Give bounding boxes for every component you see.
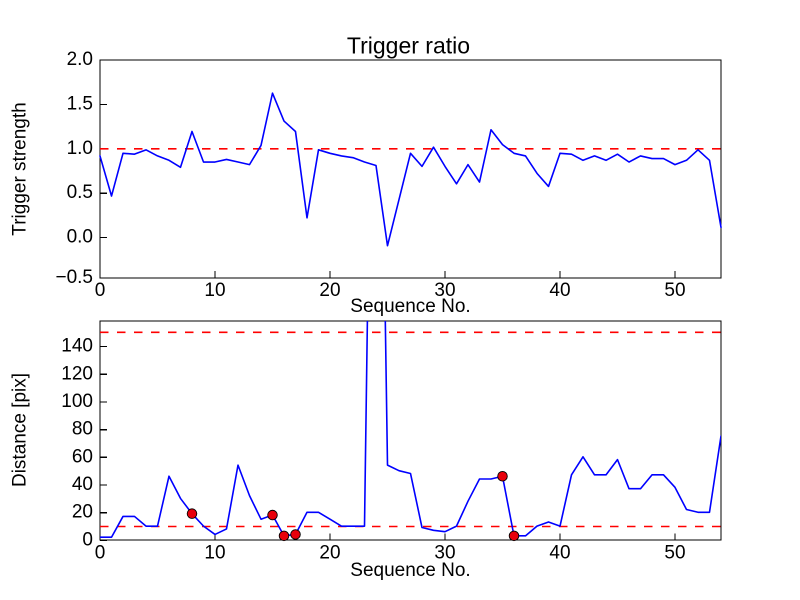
svg-text:40: 40 <box>549 280 570 301</box>
svg-text:120: 120 <box>61 363 93 384</box>
svg-text:50: 50 <box>664 280 685 301</box>
svg-text:100: 100 <box>61 391 93 412</box>
svg-text:2.0: 2.0 <box>67 49 93 70</box>
svg-text:Sequence No.: Sequence No. <box>350 296 470 317</box>
svg-text:80: 80 <box>72 419 93 440</box>
svg-text:40: 40 <box>549 542 570 563</box>
svg-text:20: 20 <box>72 502 93 523</box>
svg-text:Distance [pix]: Distance [pix] <box>10 373 31 487</box>
svg-text:1.5: 1.5 <box>67 93 93 114</box>
svg-text:−0.5: −0.5 <box>55 267 93 288</box>
svg-text:10: 10 <box>204 280 225 301</box>
svg-text:0: 0 <box>82 529 93 550</box>
svg-text:Trigger ratio: Trigger ratio <box>347 33 470 59</box>
svg-text:50: 50 <box>664 542 685 563</box>
svg-text:20: 20 <box>319 280 340 301</box>
svg-text:Trigger strength: Trigger strength <box>10 102 31 235</box>
svg-text:0.5: 0.5 <box>67 182 93 203</box>
svg-text:60: 60 <box>72 446 93 467</box>
svg-text:0: 0 <box>95 280 106 301</box>
svg-text:140: 140 <box>61 336 93 357</box>
svg-text:Sequence No.: Sequence No. <box>350 560 470 581</box>
svg-text:0.0: 0.0 <box>67 227 93 248</box>
svg-text:0: 0 <box>95 542 106 563</box>
svg-text:20: 20 <box>319 542 340 563</box>
svg-text:40: 40 <box>72 474 93 495</box>
svg-text:10: 10 <box>204 542 225 563</box>
svg-text:1.0: 1.0 <box>67 138 93 159</box>
